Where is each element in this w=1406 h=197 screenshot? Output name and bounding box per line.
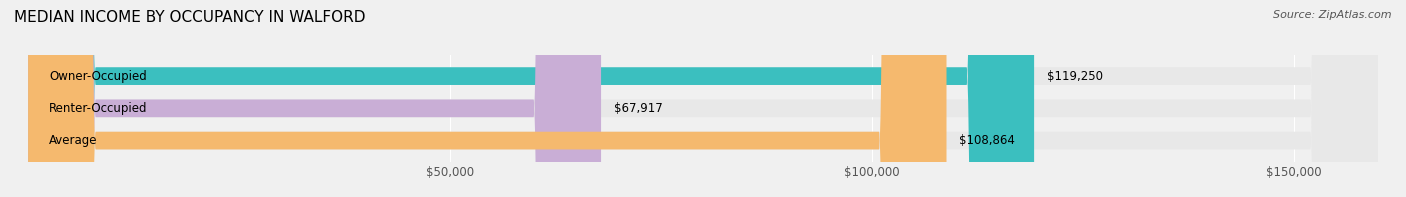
Text: $108,864: $108,864 [959,134,1015,147]
FancyBboxPatch shape [28,0,1378,197]
Text: Source: ZipAtlas.com: Source: ZipAtlas.com [1274,10,1392,20]
Text: $119,250: $119,250 [1046,70,1102,83]
Text: Renter-Occupied: Renter-Occupied [49,102,148,115]
Text: $67,917: $67,917 [614,102,662,115]
FancyBboxPatch shape [28,0,1035,197]
Text: Owner-Occupied: Owner-Occupied [49,70,148,83]
FancyBboxPatch shape [28,0,602,197]
FancyBboxPatch shape [28,0,1378,197]
Text: Average: Average [49,134,97,147]
FancyBboxPatch shape [28,0,946,197]
Text: MEDIAN INCOME BY OCCUPANCY IN WALFORD: MEDIAN INCOME BY OCCUPANCY IN WALFORD [14,10,366,25]
FancyBboxPatch shape [28,0,1378,197]
